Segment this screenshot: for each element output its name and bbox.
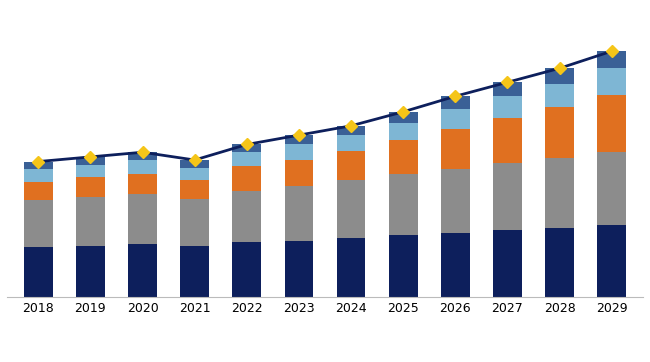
Bar xyxy=(597,68,626,95)
Bar xyxy=(389,235,417,297)
Bar xyxy=(24,182,53,201)
Bar xyxy=(76,157,105,165)
Bar xyxy=(545,159,574,228)
Bar xyxy=(597,225,626,297)
Bar xyxy=(285,144,313,160)
Bar xyxy=(233,243,261,297)
Bar xyxy=(180,180,209,199)
Bar xyxy=(597,95,626,152)
Bar xyxy=(389,123,417,140)
Bar xyxy=(545,228,574,297)
Bar xyxy=(337,135,365,151)
Bar xyxy=(233,152,261,166)
Bar xyxy=(493,118,522,163)
Bar xyxy=(24,247,53,297)
Bar xyxy=(180,245,209,297)
Bar xyxy=(180,160,209,168)
Bar xyxy=(389,112,417,123)
Bar xyxy=(76,165,105,177)
Bar xyxy=(493,163,522,230)
Bar xyxy=(76,177,105,197)
Legend: North America, Europe, China, Japan, Others, Total: North America, Europe, China, Japan, Oth… xyxy=(135,360,515,362)
Bar xyxy=(441,109,470,129)
Bar xyxy=(233,191,261,243)
Bar xyxy=(493,96,522,118)
Bar xyxy=(441,96,470,109)
Bar xyxy=(337,180,365,238)
Bar xyxy=(441,233,470,297)
Bar xyxy=(337,151,365,180)
Bar xyxy=(24,161,53,169)
Bar xyxy=(545,84,574,107)
Bar xyxy=(24,201,53,247)
Bar xyxy=(337,126,365,135)
Bar xyxy=(285,241,313,297)
Bar xyxy=(441,129,470,169)
Bar xyxy=(285,135,313,144)
Bar xyxy=(76,245,105,297)
Bar xyxy=(128,244,157,297)
Bar xyxy=(128,174,157,194)
Bar xyxy=(180,199,209,245)
Bar xyxy=(337,238,365,297)
Bar xyxy=(545,107,574,159)
Bar xyxy=(285,186,313,241)
Bar xyxy=(493,82,522,96)
Bar xyxy=(233,144,261,152)
Bar xyxy=(389,140,417,174)
Bar xyxy=(128,152,157,160)
Bar xyxy=(441,169,470,233)
Bar xyxy=(545,68,574,84)
Bar xyxy=(128,160,157,174)
Bar xyxy=(389,174,417,235)
Bar xyxy=(285,160,313,186)
Bar xyxy=(597,152,626,225)
Bar xyxy=(597,51,626,68)
Bar xyxy=(128,194,157,244)
Bar xyxy=(233,166,261,191)
Bar xyxy=(493,230,522,297)
Bar xyxy=(76,197,105,245)
Bar xyxy=(24,169,53,182)
Bar xyxy=(180,168,209,180)
